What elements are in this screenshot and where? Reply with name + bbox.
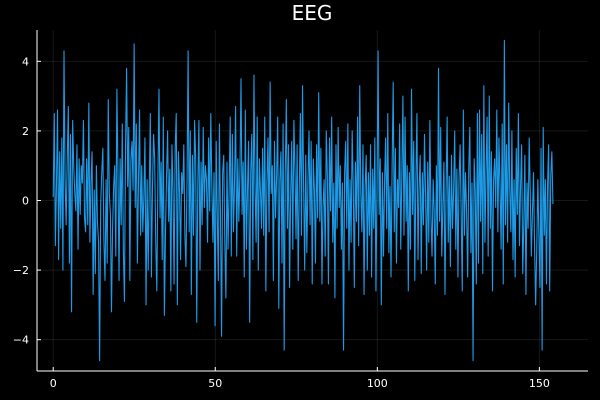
series-layer [52, 39, 554, 362]
y-tick-label: 0 [22, 195, 29, 208]
eeg-series-line [52, 39, 554, 362]
y-tick-label: 4 [22, 55, 29, 68]
x-tick-label: 100 [367, 377, 388, 390]
chart-title: EEG [292, 1, 333, 25]
y-tick-label: 2 [22, 125, 29, 138]
y-tick-label: −2 [13, 264, 29, 277]
x-tick-label: 50 [208, 377, 222, 390]
x-tick-label: 0 [50, 377, 57, 390]
tick-labels: 0 50 100 150 −4 −2 0 2 4 [13, 55, 550, 390]
x-tick-label: 150 [529, 377, 550, 390]
y-tick-label: −4 [13, 334, 29, 347]
